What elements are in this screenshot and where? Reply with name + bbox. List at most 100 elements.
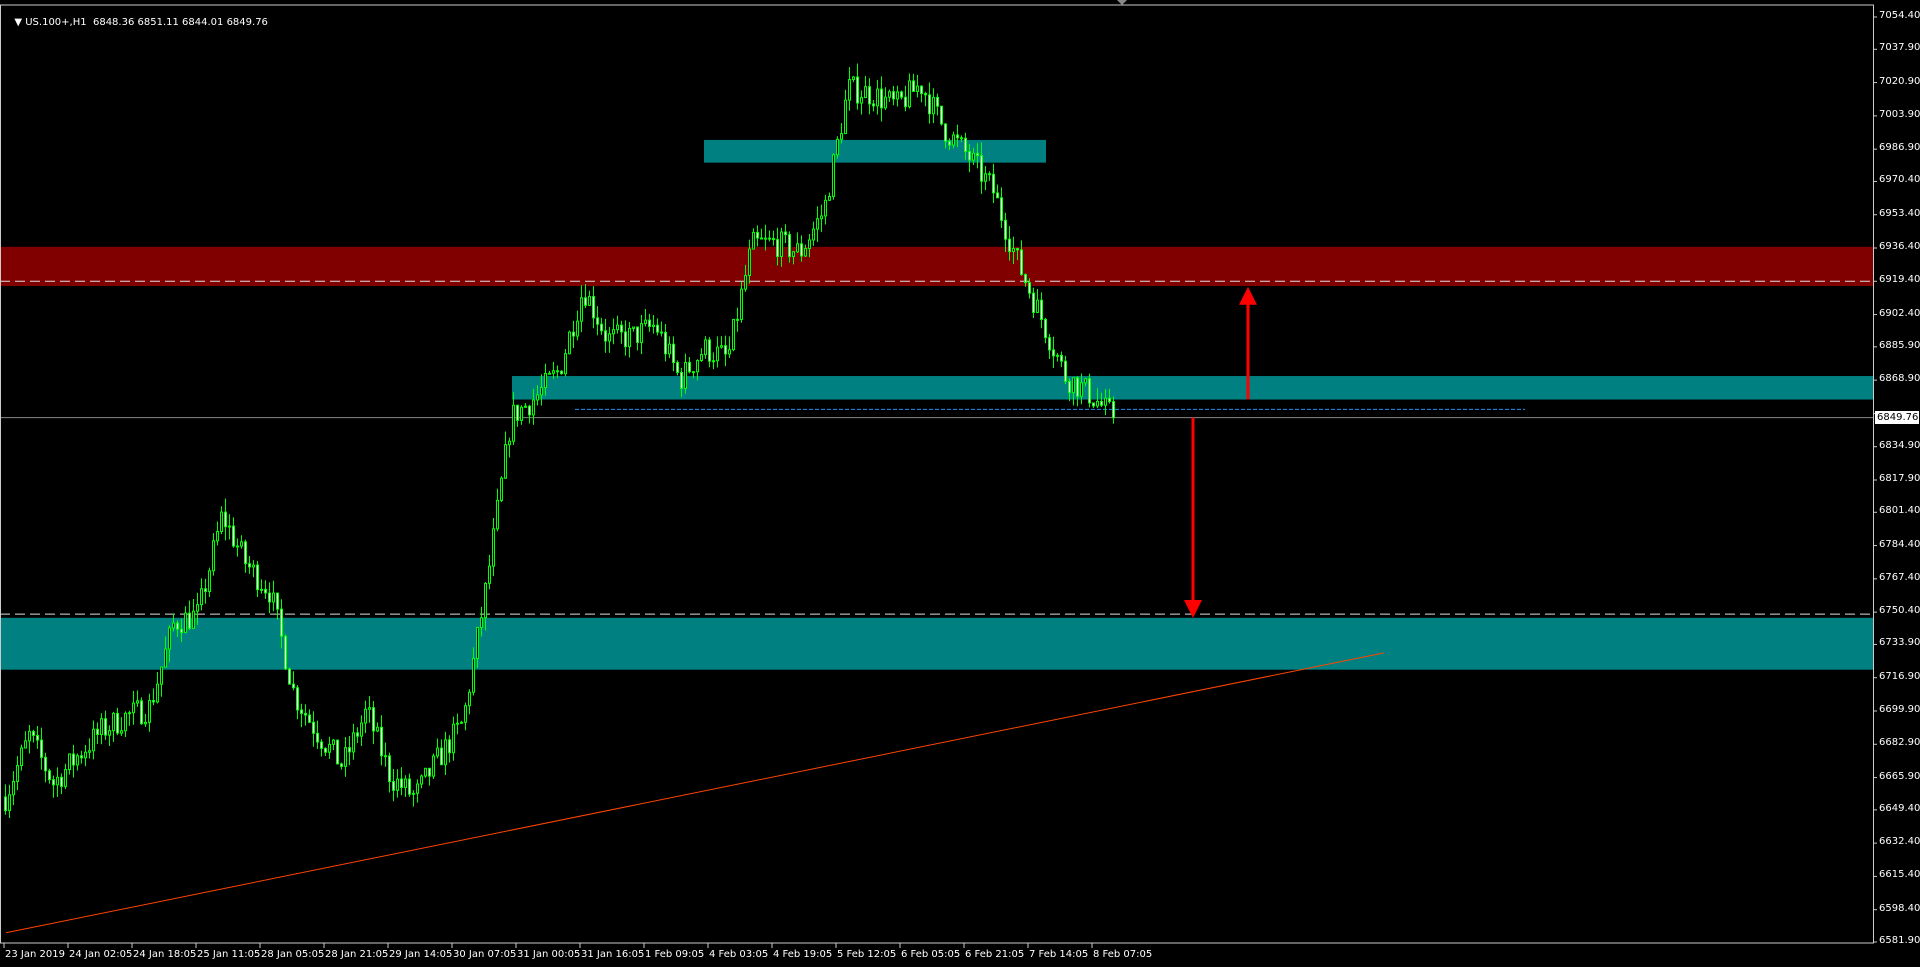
candle-body bbox=[16, 765, 19, 782]
candle-body bbox=[756, 231, 759, 239]
candle-body bbox=[168, 627, 171, 650]
candle-body bbox=[740, 288, 743, 320]
candle-body bbox=[392, 781, 395, 791]
y-tick-label: 6970.40 bbox=[1879, 174, 1920, 186]
candle-body bbox=[208, 570, 211, 592]
candle-body bbox=[656, 324, 659, 333]
candle-body bbox=[68, 753, 71, 771]
candle-body bbox=[548, 372, 551, 375]
candle-body bbox=[572, 331, 575, 337]
candle-body bbox=[988, 173, 991, 176]
candle-body bbox=[240, 541, 243, 547]
candle-body bbox=[688, 361, 691, 373]
candle-body bbox=[456, 722, 459, 725]
candle-body bbox=[944, 123, 947, 142]
candle-body bbox=[936, 96, 939, 107]
candle-body bbox=[448, 739, 451, 754]
x-tick-label: 8 Feb 07:05 bbox=[1093, 949, 1153, 960]
candle-body bbox=[364, 708, 367, 724]
candle-body bbox=[500, 477, 503, 501]
candle-body bbox=[56, 776, 59, 786]
y-tick-label: 6902.40 bbox=[1879, 307, 1920, 319]
candle-body bbox=[220, 511, 223, 533]
candle-body bbox=[608, 333, 611, 342]
candle-body bbox=[880, 88, 883, 109]
candle-body bbox=[976, 152, 979, 157]
candle-body bbox=[968, 151, 971, 161]
candle-body bbox=[372, 707, 375, 732]
candle-body bbox=[224, 511, 227, 528]
candle-body bbox=[780, 231, 783, 257]
y-tick-label: 6632.40 bbox=[1879, 836, 1920, 848]
candle-body bbox=[432, 755, 435, 777]
candle-body bbox=[320, 741, 323, 749]
candle-body bbox=[76, 755, 79, 766]
candle-body bbox=[652, 324, 655, 328]
candle-body bbox=[4, 796, 7, 812]
candle-body bbox=[400, 778, 403, 789]
candle-body bbox=[620, 324, 623, 333]
candle-body bbox=[356, 732, 359, 737]
y-tick-label: 6649.40 bbox=[1879, 802, 1920, 814]
candle-body bbox=[1004, 219, 1007, 240]
candle-body bbox=[888, 91, 891, 98]
candle-body bbox=[192, 610, 195, 629]
candle-body bbox=[856, 76, 859, 104]
candle-body bbox=[180, 628, 183, 634]
candle-body bbox=[136, 700, 139, 704]
candle-body bbox=[636, 326, 639, 343]
candle-body bbox=[88, 750, 91, 753]
candle-body bbox=[248, 563, 251, 568]
candle-body bbox=[268, 592, 271, 603]
y-tick-label: 6885.90 bbox=[1879, 339, 1920, 351]
candle-body bbox=[928, 94, 931, 115]
chart-shift-marker-icon bbox=[1117, 0, 1127, 5]
candle-body bbox=[196, 604, 199, 612]
candle-body bbox=[876, 88, 879, 107]
candle-body bbox=[12, 780, 15, 796]
y-tick-label: 6817.90 bbox=[1879, 472, 1920, 484]
x-tick-label: 30 Jan 07:05 bbox=[453, 949, 517, 960]
candle-body bbox=[696, 360, 699, 373]
candle-body bbox=[980, 155, 983, 182]
candle-body bbox=[764, 237, 767, 240]
candle-body bbox=[604, 330, 607, 342]
candle-body bbox=[840, 133, 843, 140]
candle-body bbox=[612, 329, 615, 335]
y-tick-label: 6750.40 bbox=[1879, 605, 1920, 617]
candle-body bbox=[288, 668, 291, 685]
candle-body bbox=[1104, 397, 1107, 406]
candle-body bbox=[1024, 274, 1027, 284]
dropdown-triangle-icon[interactable]: ▼ bbox=[14, 17, 26, 28]
candle-body bbox=[1064, 360, 1067, 382]
candle-body bbox=[276, 592, 279, 610]
chart-header: ▼ US.100+,H1 6848.36 6851.11 6844.01 684… bbox=[8, 6, 268, 28]
candle-body bbox=[188, 612, 191, 629]
candle-body bbox=[552, 370, 555, 374]
candle-body bbox=[884, 96, 887, 109]
candle-body bbox=[640, 323, 643, 343]
candle-body bbox=[600, 323, 603, 332]
candle-body bbox=[308, 714, 311, 723]
candle-body bbox=[492, 528, 495, 567]
y-tick-label: 7054.40 bbox=[1879, 10, 1920, 21]
candle-body bbox=[700, 354, 703, 362]
candle-body bbox=[584, 297, 587, 306]
candle-body bbox=[788, 234, 791, 258]
candle-body bbox=[352, 732, 355, 753]
y-tick-label: 6581.90 bbox=[1879, 935, 1920, 946]
candle-body bbox=[804, 248, 807, 257]
candle-body bbox=[484, 582, 487, 619]
y-tick-label: 6665.90 bbox=[1879, 770, 1920, 782]
x-tick-label: 25 Jan 11:05 bbox=[197, 949, 261, 960]
candle-body bbox=[324, 747, 327, 753]
candle-body bbox=[868, 86, 871, 105]
candle-body bbox=[396, 778, 399, 791]
candle-body bbox=[832, 154, 835, 197]
y-tick-label: 6834.90 bbox=[1879, 439, 1920, 451]
candle-body bbox=[1060, 354, 1063, 362]
candle-body bbox=[544, 372, 547, 389]
candle-body bbox=[328, 743, 331, 753]
candle-body bbox=[72, 753, 75, 766]
